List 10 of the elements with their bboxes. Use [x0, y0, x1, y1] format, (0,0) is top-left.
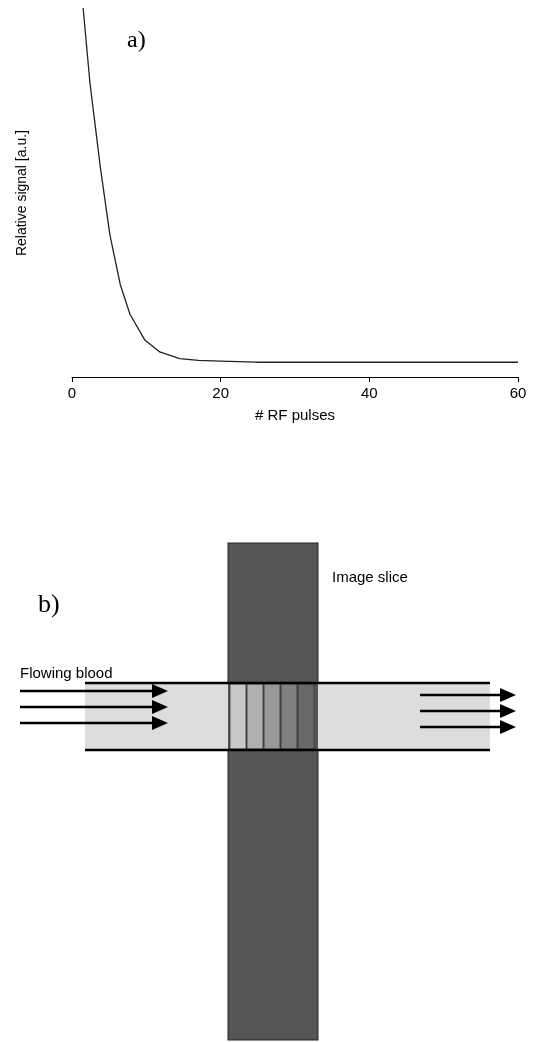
x-tick-label: 0 — [67, 384, 77, 401]
text: Flowing blood — [20, 664, 113, 681]
x-tick-label: 40 — [360, 384, 378, 401]
x-tick-label: 60 — [509, 384, 527, 401]
text: Image slice — [332, 568, 408, 585]
y-axis-title: Relative signal [a.u.] — [13, 129, 29, 257]
x-tick-label: 20 — [212, 384, 230, 401]
text: a) — [127, 26, 146, 52]
text: b) — [38, 589, 60, 618]
x-axis-title: # RF pulses — [254, 406, 336, 423]
